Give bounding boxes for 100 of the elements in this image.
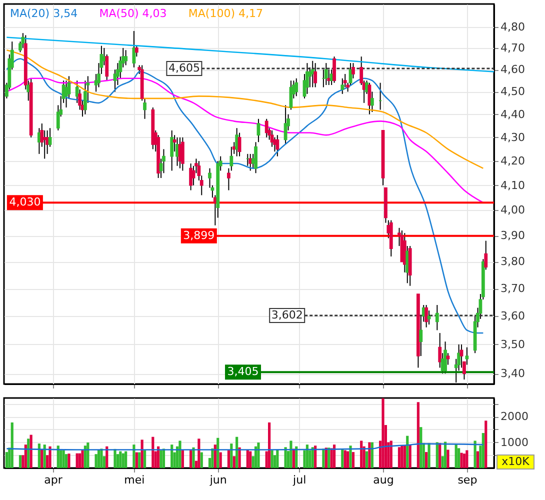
bar (284, 447, 287, 468)
candlestick (294, 78, 298, 97)
bar (344, 450, 346, 468)
bar (162, 448, 166, 468)
candlestick (124, 50, 128, 66)
bar (270, 450, 274, 468)
bar (143, 450, 146, 468)
bar (462, 454, 466, 468)
bar (295, 446, 298, 468)
x-tick-label: sep (458, 474, 478, 486)
y-tick-label: 4,00 (500, 204, 525, 217)
candlestick (180, 136, 184, 172)
bar (24, 444, 27, 468)
bar (425, 452, 428, 468)
candlestick (132, 30, 136, 68)
ref-line-label: 4,030 (9, 196, 41, 209)
candlestick (46, 130, 50, 154)
candlestick (446, 352, 450, 366)
line-series (6, 49, 484, 169)
candlestick (238, 132, 242, 157)
x-tick-label: aug (373, 474, 394, 486)
candlestick (435, 304, 439, 331)
bar (214, 444, 216, 468)
line-series (6, 58, 484, 334)
y-tick-label: 4,20 (500, 154, 525, 168)
x-tick-label: jul (292, 474, 306, 486)
candlestick (235, 128, 239, 157)
candlestick (324, 62, 328, 86)
bar (416, 402, 420, 468)
bar (332, 444, 336, 468)
bar (238, 447, 241, 468)
candlestick (314, 62, 318, 88)
y-tick-label: 4,50 (500, 85, 525, 98)
candlestick (230, 146, 234, 172)
y-tick-label: 4,40 (500, 108, 525, 121)
candlestick (84, 80, 87, 115)
bar (56, 446, 60, 468)
bar (292, 448, 295, 468)
bar (48, 446, 52, 468)
bar (400, 446, 404, 468)
candlestick (170, 130, 174, 172)
bar (227, 450, 230, 468)
bar (232, 456, 236, 468)
bar (276, 450, 279, 468)
bar (341, 448, 344, 468)
bar (97, 450, 100, 468)
bar (216, 438, 220, 468)
y-tick-label: 3,40 (500, 367, 525, 380)
text: MA(20) 3,54 (10, 7, 78, 20)
bar (314, 446, 317, 468)
bar (290, 440, 292, 468)
candlestick (226, 168, 230, 191)
bar (10, 422, 14, 468)
bar (81, 450, 84, 468)
candlestick (444, 341, 447, 374)
candlestick (189, 162, 192, 191)
bar (428, 443, 430, 468)
bar (403, 446, 406, 468)
y-tick-label: 4,70 (500, 41, 525, 54)
candlestick (64, 80, 68, 108)
candlestick (306, 62, 309, 94)
bar (138, 452, 141, 468)
bar (68, 454, 70, 468)
bar (438, 443, 442, 468)
bar (94, 454, 98, 468)
candlestick (162, 148, 166, 174)
bar (420, 427, 422, 468)
candlestick (256, 118, 260, 143)
bar (114, 448, 116, 468)
bar (181, 450, 184, 468)
bar (360, 440, 363, 468)
ref-line-label: 3,602 (271, 308, 303, 322)
candlestick (424, 304, 428, 328)
candlestick (465, 346, 469, 366)
bar (160, 450, 162, 468)
bar (140, 440, 144, 468)
bar (124, 451, 128, 468)
y-tick-label: 4,10 (500, 178, 525, 192)
bar (349, 446, 352, 468)
bar (346, 451, 350, 468)
bar (406, 436, 409, 468)
bar (119, 451, 122, 468)
bar (458, 448, 460, 468)
bar (236, 436, 238, 468)
candlestick (276, 134, 280, 157)
ref-line-label: 3,405 (227, 365, 259, 378)
bar (370, 442, 374, 468)
bar (474, 440, 476, 468)
bar (62, 450, 65, 468)
bar (446, 450, 450, 468)
bar (116, 454, 119, 468)
x-tick-label: mei (124, 474, 145, 486)
bar (454, 444, 458, 468)
bar (328, 448, 330, 468)
bar (466, 450, 468, 468)
bar (330, 448, 333, 468)
text: MA(50) 4,03 (99, 7, 167, 20)
bar (152, 436, 154, 468)
bar (324, 448, 328, 468)
bar (100, 448, 103, 468)
